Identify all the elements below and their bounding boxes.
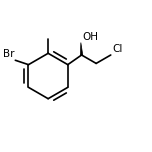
Polygon shape [80,43,83,55]
Text: OH: OH [83,32,99,42]
Text: Br: Br [3,49,15,59]
Text: Cl: Cl [112,44,123,54]
